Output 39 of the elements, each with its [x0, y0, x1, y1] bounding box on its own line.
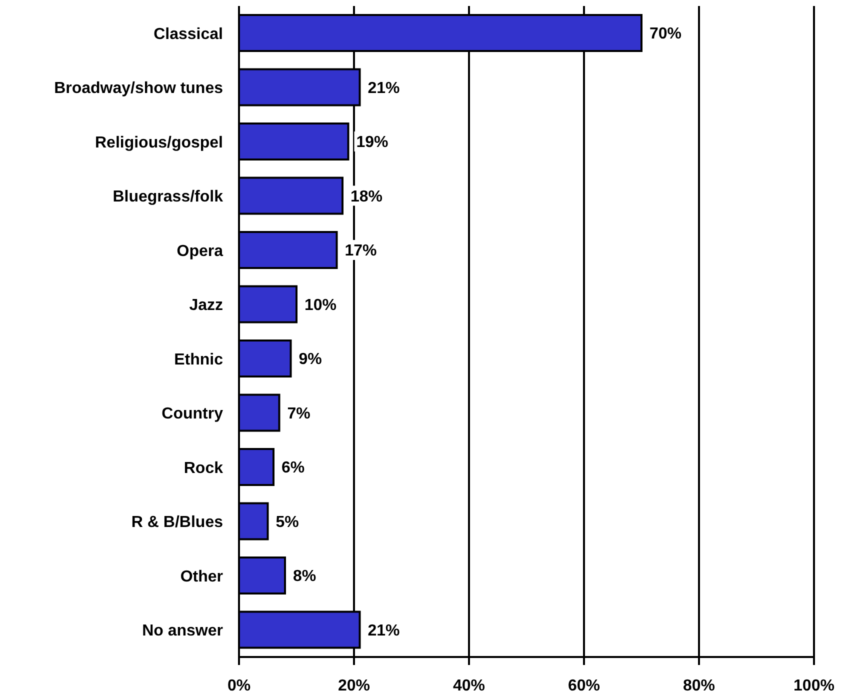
- data-label: 8%: [293, 568, 316, 586]
- bar: [239, 339, 292, 378]
- data-label: 70%: [650, 26, 682, 43]
- data-label: 5%: [276, 514, 299, 531]
- bar: [239, 502, 269, 540]
- y-tick-label: Other: [180, 568, 223, 586]
- data-label: 21%: [368, 80, 400, 97]
- x-tick-label: 20%: [338, 677, 370, 694]
- data-label: 18%: [350, 188, 383, 206]
- y-tick-label: Religious/gospel: [94, 134, 223, 152]
- y-tick-label: Jazz: [189, 297, 223, 314]
- bar: [239, 556, 286, 594]
- y-tick-label: R & B/Blues: [131, 514, 224, 532]
- data-label: 19%: [356, 134, 388, 152]
- data-label: 21%: [368, 622, 400, 640]
- y-tick-label: Broadway/show tunes: [54, 80, 224, 98]
- y-tick-label: Country: [162, 406, 224, 423]
- bar: [239, 230, 338, 269]
- bar: [239, 176, 344, 215]
- bar: [239, 448, 274, 486]
- y-tick-label: No answer: [142, 622, 223, 640]
- y-tick-label: Rock: [184, 460, 224, 477]
- y-tick-label: Classical: [154, 26, 223, 43]
- x-tick-label: 60%: [568, 677, 600, 694]
- x-tick-label: 0%: [227, 677, 251, 694]
- y-tick-label: Opera: [176, 242, 224, 260]
- data-label: 17%: [344, 242, 377, 260]
- bar: [239, 394, 280, 432]
- data-label: 6%: [282, 460, 305, 477]
- bar: [239, 122, 350, 160]
- y-tick-label: Ethnic: [174, 351, 224, 368]
- x-tick-label: 40%: [452, 677, 486, 694]
- x-tick-label: 80%: [682, 677, 716, 694]
- bar: [239, 285, 298, 324]
- data-label: 9%: [298, 351, 322, 368]
- data-label: 10%: [304, 296, 337, 314]
- y-tick-label: Bluegrass/folk: [112, 188, 224, 206]
- data-label: 7%: [287, 405, 310, 422]
- x-tick-label: 100%: [794, 677, 834, 694]
